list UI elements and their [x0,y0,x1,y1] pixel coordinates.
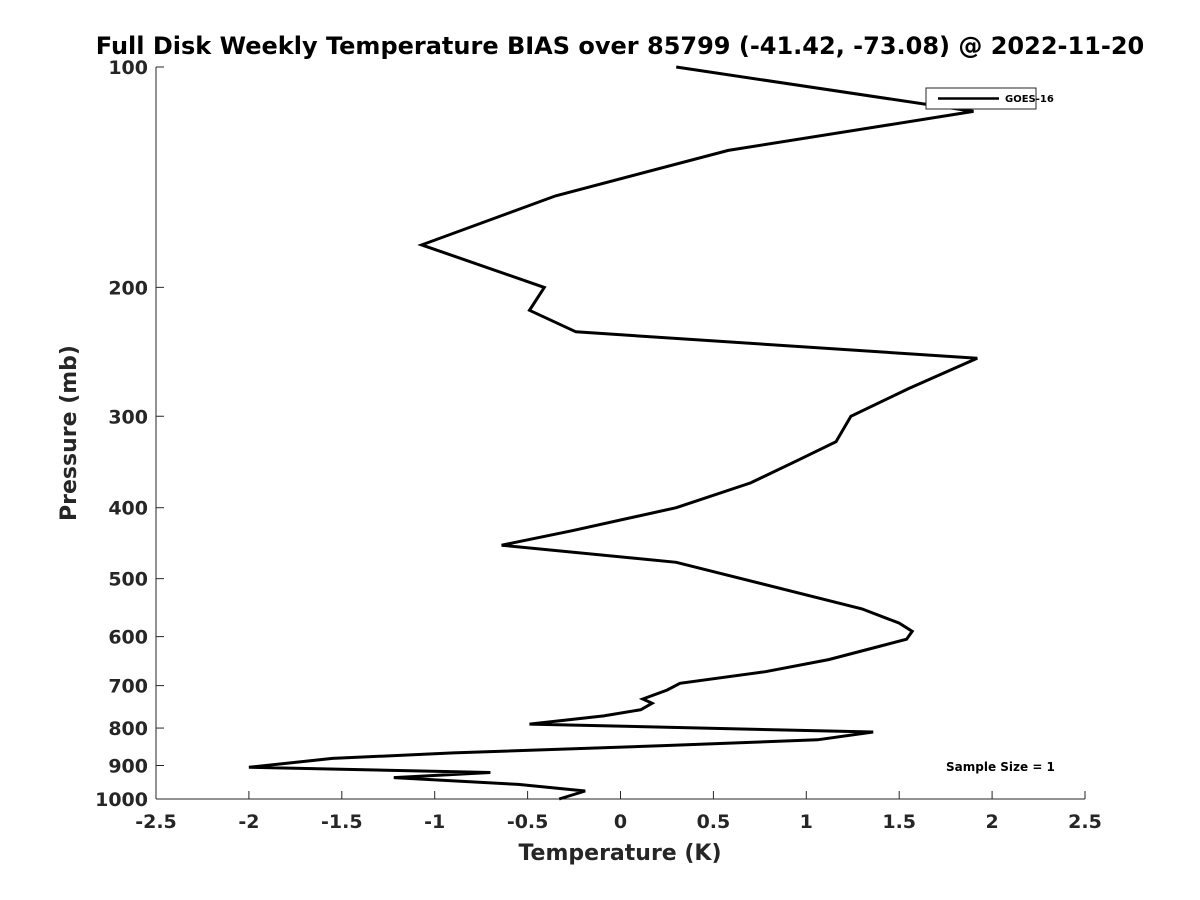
y-tick-label: 300 [108,406,148,428]
plot-area [156,67,1085,799]
y-tick-label: 700 [108,676,148,698]
x-tick-label: 1.5 [882,811,916,833]
x-tick-label: -1 [424,811,445,833]
x-tick-label: -1.5 [321,811,363,833]
x-tick-label: 0 [614,811,627,833]
y-tick-label: 400 [108,498,148,520]
x-axis-ticks: -2.5 -2 -1.5 -1 -0.5 0 0.5 1 1.5 2 2.5 [135,791,1102,833]
y-tick-label: 600 [108,627,148,649]
y-tick-label: 100 [108,57,148,79]
y-tick-label: 1000 [95,789,148,811]
y-tick-label: 800 [108,718,148,740]
x-tick-label: 2.5 [1068,811,1102,833]
series-group [248,65,978,801]
sample-size-annotation: Sample Size = 1 [946,760,1055,774]
x-axis-label: Temperature (K) [518,841,721,866]
chart-title: Full Disk Weekly Temperature BIAS over 8… [96,32,1144,60]
x-tick-label: 1 [800,811,813,833]
y-tick-label: 900 [108,756,148,778]
x-tick-label: 2 [985,811,998,833]
series-line-goes-16 [248,65,978,801]
x-tick-label: -0.5 [507,811,549,833]
y-tick-label: 500 [108,569,148,591]
y-tick-label: 200 [108,277,148,299]
y-axis-ticks: 100 200 300 400 500 600 700 800 900 1000 [95,57,164,811]
x-tick-label: -2 [238,811,259,833]
x-tick-label: -2.5 [135,811,177,833]
y-axis-label: Pressure (mb) [57,345,82,521]
legend-label-goes-16: GOES-16 [1005,94,1054,105]
legend: GOES-16 [925,87,1054,110]
x-tick-label: 0.5 [697,811,731,833]
